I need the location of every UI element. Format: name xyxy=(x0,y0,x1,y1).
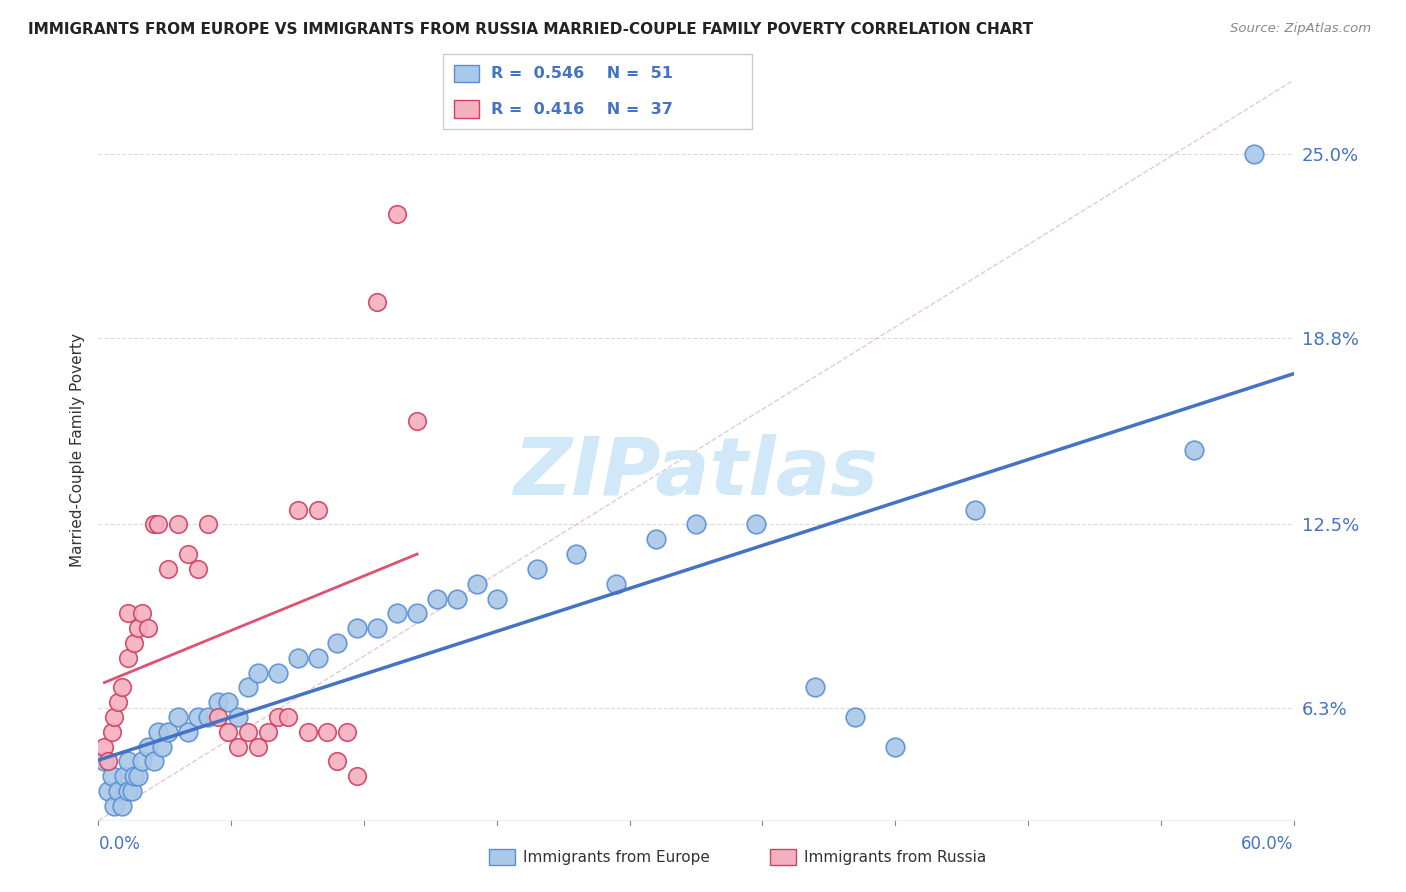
Point xyxy=(346,621,368,635)
Point xyxy=(1182,443,1205,458)
Point xyxy=(884,739,907,754)
Point xyxy=(236,724,259,739)
Point xyxy=(745,517,768,532)
Point xyxy=(131,755,153,769)
Point xyxy=(207,710,229,724)
Point xyxy=(103,798,125,813)
Point xyxy=(236,681,259,695)
Point xyxy=(101,769,124,783)
Point xyxy=(111,681,134,695)
Point xyxy=(465,576,488,591)
Point xyxy=(103,710,125,724)
Point xyxy=(112,769,135,783)
Point xyxy=(217,695,239,709)
Point xyxy=(197,517,219,532)
Point xyxy=(117,650,139,665)
Point xyxy=(93,739,115,754)
Point xyxy=(406,414,429,428)
Point xyxy=(107,695,129,709)
Point xyxy=(121,784,143,798)
Point xyxy=(117,755,139,769)
Point xyxy=(157,724,180,739)
Point xyxy=(136,739,159,754)
Point xyxy=(406,607,429,621)
Point xyxy=(526,562,548,576)
Point xyxy=(336,724,359,739)
Point xyxy=(124,769,146,783)
Point xyxy=(217,724,239,739)
Point xyxy=(287,650,309,665)
Point xyxy=(150,739,173,754)
Point xyxy=(267,665,290,680)
Point xyxy=(124,636,146,650)
Point xyxy=(226,710,249,724)
Point xyxy=(385,206,409,220)
Point xyxy=(167,517,190,532)
Point xyxy=(143,755,166,769)
Point xyxy=(177,547,200,561)
Point xyxy=(226,739,249,754)
Point xyxy=(246,665,269,680)
Point xyxy=(136,621,159,635)
Point xyxy=(111,798,134,813)
Point xyxy=(685,517,707,532)
Point xyxy=(127,621,149,635)
Point xyxy=(97,784,120,798)
Point xyxy=(107,784,129,798)
Point xyxy=(157,562,180,576)
Point xyxy=(117,607,139,621)
Point xyxy=(187,710,209,724)
Point xyxy=(143,517,166,532)
Point xyxy=(267,710,290,724)
Text: Immigrants from Europe: Immigrants from Europe xyxy=(523,850,710,864)
Point xyxy=(127,769,149,783)
Point xyxy=(1243,147,1265,161)
Text: Immigrants from Russia: Immigrants from Russia xyxy=(804,850,987,864)
Point xyxy=(297,724,319,739)
Point xyxy=(426,591,449,606)
Point xyxy=(93,755,115,769)
Point xyxy=(446,591,468,606)
Point xyxy=(148,517,170,532)
Point xyxy=(326,636,349,650)
Point xyxy=(148,724,170,739)
Text: IMMIGRANTS FROM EUROPE VS IMMIGRANTS FROM RUSSIA MARRIED-COUPLE FAMILY POVERTY C: IMMIGRANTS FROM EUROPE VS IMMIGRANTS FRO… xyxy=(28,22,1033,37)
Point xyxy=(844,710,866,724)
Point xyxy=(605,576,627,591)
Text: ZIPatlas: ZIPatlas xyxy=(513,434,879,512)
Point xyxy=(177,724,200,739)
Point xyxy=(287,502,309,516)
Point xyxy=(366,295,388,310)
Point xyxy=(277,710,299,724)
Point xyxy=(645,533,668,547)
Y-axis label: Married-Couple Family Poverty: Married-Couple Family Poverty xyxy=(69,334,84,567)
Point xyxy=(307,502,329,516)
Point xyxy=(246,739,269,754)
Point xyxy=(326,755,349,769)
Point xyxy=(187,562,209,576)
Point xyxy=(316,724,339,739)
Point xyxy=(207,695,229,709)
Text: 60.0%: 60.0% xyxy=(1241,836,1294,854)
Point xyxy=(197,710,219,724)
Text: R =  0.416    N =  37: R = 0.416 N = 37 xyxy=(491,102,672,117)
Text: Source: ZipAtlas.com: Source: ZipAtlas.com xyxy=(1230,22,1371,36)
Text: R =  0.546    N =  51: R = 0.546 N = 51 xyxy=(491,66,672,81)
Point xyxy=(804,681,827,695)
Point xyxy=(167,710,190,724)
Point xyxy=(565,547,588,561)
Text: 0.0%: 0.0% xyxy=(98,836,141,854)
Point xyxy=(963,502,986,516)
Point xyxy=(366,621,388,635)
Point xyxy=(131,607,153,621)
Point xyxy=(101,724,124,739)
Point xyxy=(485,591,508,606)
Point xyxy=(385,607,409,621)
Point xyxy=(97,755,120,769)
Point xyxy=(256,724,278,739)
Point xyxy=(307,650,329,665)
Point xyxy=(346,769,368,783)
Point xyxy=(117,784,139,798)
